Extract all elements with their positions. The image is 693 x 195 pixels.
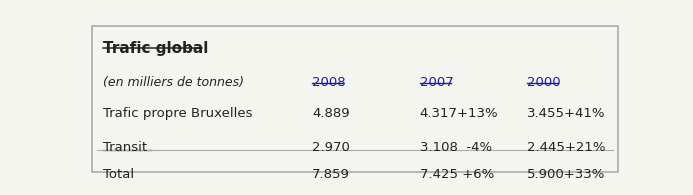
Text: 3.108  -4%: 3.108 -4% bbox=[420, 141, 492, 153]
Text: 7.425 +6%: 7.425 +6% bbox=[420, 168, 494, 181]
Text: 5.900+33%: 5.900+33% bbox=[527, 168, 606, 181]
Text: 7.859: 7.859 bbox=[312, 168, 350, 181]
Text: 2007: 2007 bbox=[420, 76, 453, 89]
Text: 4.317+13%: 4.317+13% bbox=[420, 107, 498, 121]
Text: 2000: 2000 bbox=[527, 76, 561, 89]
Text: Total: Total bbox=[103, 168, 134, 181]
Text: 4.889: 4.889 bbox=[312, 107, 350, 121]
Text: 3.455+41%: 3.455+41% bbox=[527, 107, 606, 121]
Text: Trafic global: Trafic global bbox=[103, 41, 208, 56]
Text: 2.445+21%: 2.445+21% bbox=[527, 141, 606, 153]
Text: 2.970: 2.970 bbox=[312, 141, 350, 153]
Text: Transit: Transit bbox=[103, 141, 147, 153]
Text: (en milliers de tonnes): (en milliers de tonnes) bbox=[103, 76, 244, 89]
Text: 2008: 2008 bbox=[312, 76, 346, 89]
FancyBboxPatch shape bbox=[92, 26, 618, 172]
Text: Trafic propre Bruxelles: Trafic propre Bruxelles bbox=[103, 107, 252, 121]
